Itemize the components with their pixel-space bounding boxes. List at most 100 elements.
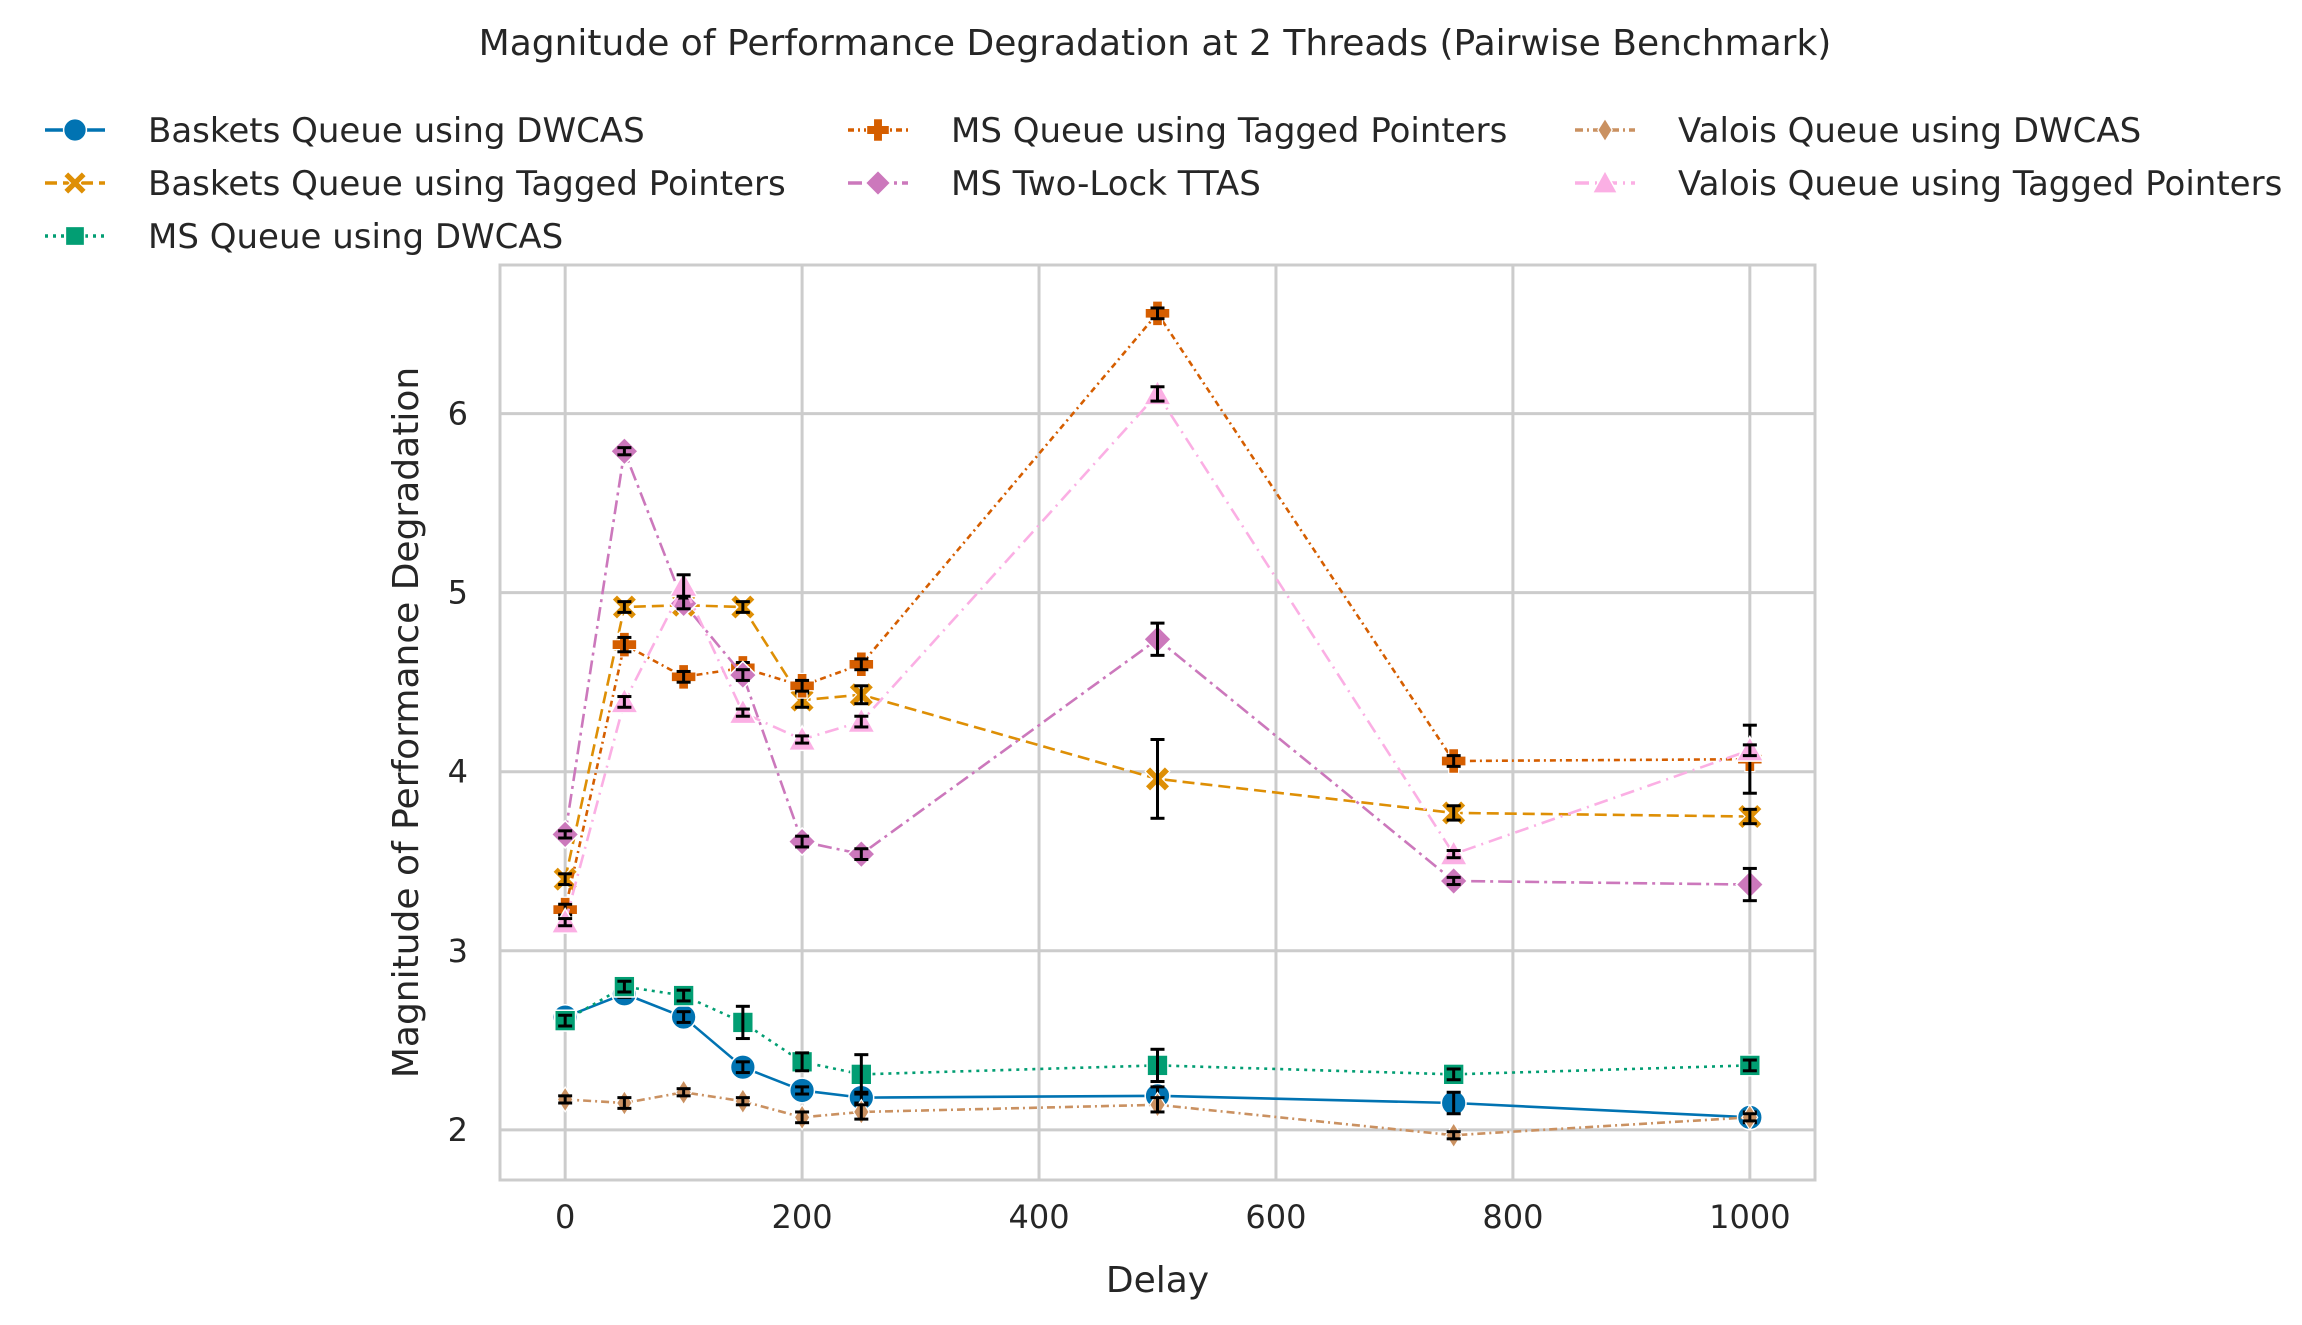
error-bar: [617, 695, 632, 709]
error-bar: [1446, 1130, 1461, 1141]
legend-marker: [864, 169, 892, 197]
error-bar: [1446, 754, 1461, 768]
chart-title: Magnitude of Performance Degradation at …: [479, 23, 1832, 64]
error-bar: [558, 1013, 573, 1028]
x-tick-label: 400: [1008, 1198, 1069, 1236]
error-bar: [854, 714, 869, 729]
legend-marker: [1591, 168, 1619, 194]
legend-label: MS Queue using DWCAS: [148, 217, 563, 257]
legend-marker: [865, 117, 891, 142]
error-bar: [795, 678, 810, 693]
error-bar: [854, 847, 869, 861]
legend-marker: [1597, 117, 1613, 143]
y-tick-label: 4: [448, 753, 468, 791]
x-axis-ticks: 0 200 400 600 800 1000: [555, 1198, 1791, 1236]
error-bar: [1446, 1067, 1461, 1082]
error-bar: [617, 979, 632, 994]
x-tick-label: 1000: [1709, 1198, 1790, 1236]
error-bar: [735, 1096, 750, 1107]
error-bar: [1742, 743, 1757, 758]
legend-label: Valois Queue using Tagged Pointers: [1678, 164, 2282, 204]
error-bar: [558, 829, 573, 840]
legend-label: Baskets Queue using Tagged Pointers: [148, 164, 786, 204]
error-bar: [854, 657, 869, 672]
error-bar: [854, 1103, 869, 1121]
error-bar: [1742, 866, 1757, 903]
series-6: [556, 1078, 1759, 1149]
error-bar: [795, 1110, 810, 1125]
error-bar: [1446, 875, 1461, 887]
error-bar: [735, 600, 750, 614]
y-tick-label: 6: [448, 395, 468, 433]
x-tick-label: 600: [1245, 1198, 1306, 1236]
legend-item: MS Two-Lock TTAS: [848, 164, 1261, 204]
legend-label: MS Queue using Tagged Pointers: [951, 111, 1507, 151]
error-bar: [735, 1004, 750, 1041]
plot-border: [498, 263, 1817, 1182]
x-axis-label: Delay: [1106, 1260, 1209, 1301]
y-axis-label: Magnitude of Performance Degradation: [386, 367, 427, 1078]
legend-label: MS Two-Lock TTAS: [951, 164, 1261, 204]
legend-item: Valois Queue using DWCAS: [1575, 111, 2141, 151]
legend-marker: [64, 225, 86, 247]
error-bar: [795, 1085, 810, 1096]
error-bar: [558, 872, 573, 887]
x-tick-label: 0: [555, 1198, 575, 1236]
legend-item: Baskets Queue using Tagged Pointers: [45, 164, 786, 204]
error-bar: [1150, 738, 1165, 820]
x-tick-label: 800: [1482, 1198, 1543, 1236]
error-bar: [1150, 1047, 1165, 1084]
x-tick-label: 200: [772, 1198, 833, 1236]
y-axis-ticks: 2 3 4 5 6: [448, 395, 468, 1149]
error-bar: [795, 1051, 810, 1073]
error-bar: [676, 1087, 691, 1098]
y-tick-label: 5: [448, 574, 468, 612]
error-bar: [735, 707, 750, 718]
legend-item: Baskets Queue using DWCAS: [45, 111, 645, 151]
error-bar: [617, 446, 632, 457]
error-bar: [676, 573, 691, 598]
error-bar: [854, 684, 869, 706]
error-bar: [676, 669, 691, 684]
error-bar: [1742, 1112, 1757, 1123]
error-bar: [1150, 1096, 1165, 1114]
error-bar: [1150, 306, 1165, 321]
error-bar: [1150, 621, 1165, 657]
legend-label: Valois Queue using DWCAS: [1678, 111, 2141, 151]
error-bar: [1446, 849, 1461, 860]
legend-item: MS Queue using Tagged Pointers: [848, 111, 1507, 151]
legend-item: Valois Queue using Tagged Pointers: [1575, 164, 2282, 204]
y-tick-label: 2: [448, 1111, 468, 1149]
series-5: [550, 436, 1765, 903]
legend-marker: [62, 170, 88, 196]
error-bar: [1150, 385, 1165, 403]
error-bar: [558, 917, 573, 928]
y-tick-label: 3: [448, 932, 468, 970]
plot-area: [498, 263, 1817, 1182]
legend: Baskets Queue using DWCAS Baskets Queue u…: [45, 111, 2282, 257]
legend-label: Baskets Queue using DWCAS: [148, 111, 645, 151]
error-bar: [1446, 1090, 1461, 1116]
error-bar: [1742, 1058, 1757, 1073]
error-bar: [735, 668, 750, 682]
error-bar: [795, 734, 810, 745]
legend-item: MS Queue using DWCAS: [45, 217, 563, 257]
series-layer: [550, 300, 1765, 1149]
error-bar: [854, 1053, 869, 1096]
error-bar: [1742, 807, 1757, 826]
error-bar: [735, 1060, 750, 1075]
plot-background: [500, 265, 1815, 1180]
error-bar: [676, 1010, 691, 1024]
error-bar: [617, 1096, 632, 1110]
series-3: [554, 975, 1761, 1096]
series-2: [551, 592, 1764, 893]
series-7: [550, 378, 1765, 934]
error-bar: [617, 600, 632, 614]
legend-marker: [62, 117, 88, 143]
error-bar: [558, 1094, 573, 1105]
error-bar: [1446, 804, 1461, 822]
error-bar: [617, 635, 632, 654]
error-bar: [795, 834, 810, 849]
error-bar: [676, 988, 691, 1003]
